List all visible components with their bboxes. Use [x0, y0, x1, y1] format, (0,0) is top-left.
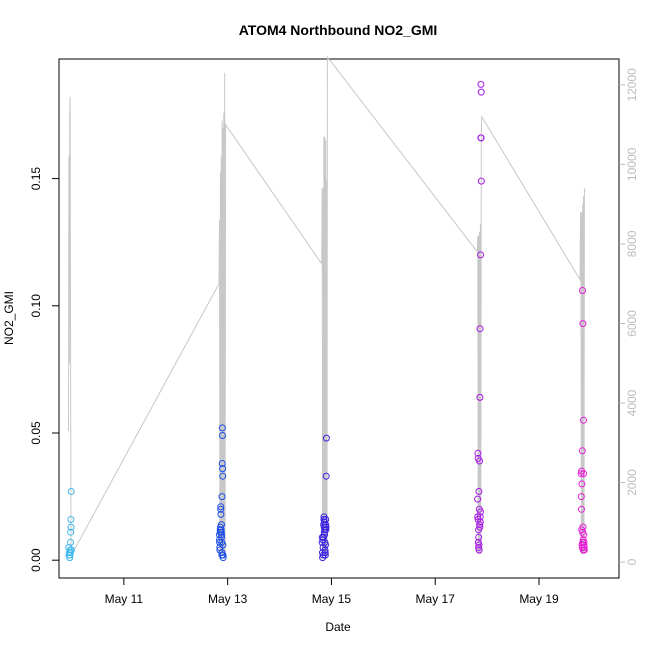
data-point [321, 551, 329, 559]
y-tick-label: 0.00 [29, 548, 43, 572]
data-point [476, 325, 484, 333]
y-tick-label: 0.15 [29, 167, 43, 191]
data-point [579, 287, 586, 294]
x-axis: May 11 May 13 May 15 May 17 May 19 [105, 578, 559, 606]
y2-tick-label: 6000 [625, 310, 639, 337]
y2-tick-label: 10000 [625, 147, 639, 181]
data-point [580, 538, 588, 546]
data-point [475, 546, 483, 554]
data-point [476, 393, 484, 401]
data-point [321, 546, 329, 554]
chart-title: ATOM4 Northbound NO2_GMI [239, 22, 438, 38]
data-point [580, 546, 588, 554]
y2-tick-label: 12000 [625, 68, 639, 102]
data-point [218, 460, 226, 467]
data-point [476, 518, 484, 526]
data-point [321, 549, 329, 557]
data-point [322, 472, 330, 480]
y2-tick-label: 4000 [625, 389, 639, 416]
y2-tick-label: 8000 [625, 230, 639, 257]
data-point [477, 134, 485, 142]
data-point [217, 505, 225, 513]
data-point [477, 508, 484, 516]
y-axis-label: NO2_GMI [2, 291, 16, 345]
data-point [218, 424, 226, 432]
data-point [322, 541, 329, 549]
data-point [67, 528, 75, 536]
data-point [322, 523, 330, 531]
data-point [578, 480, 586, 488]
right-y-axis: 0 2000 4000 6000 8000 10000 12000 [619, 68, 639, 565]
data-point [219, 554, 227, 562]
data-point [580, 470, 588, 478]
data-point [474, 495, 482, 503]
data-point [577, 470, 585, 478]
data-point [579, 320, 587, 328]
data-point [477, 80, 485, 88]
data-point [219, 541, 227, 549]
data-point [67, 523, 75, 531]
data-point [218, 533, 226, 541]
data-point [579, 523, 587, 531]
data-point [475, 533, 483, 541]
y2-tick-label: 2000 [625, 469, 639, 496]
data-point [475, 488, 483, 495]
data-point [322, 521, 330, 529]
data-point [577, 493, 585, 501]
data-point [477, 88, 485, 96]
altitude-line [68, 55, 586, 556]
x-tick-label: May 15 [312, 592, 352, 606]
y-axis: 0.00 0.05 0.10 0.15 [29, 167, 60, 572]
data-point [219, 472, 227, 480]
data-point [219, 432, 226, 439]
x-tick-label: May 19 [519, 592, 559, 606]
data-point [322, 526, 330, 534]
data-point [217, 526, 225, 534]
y-tick-label: 0.10 [29, 294, 43, 318]
data-point [322, 434, 330, 442]
x-tick-label: May 13 [208, 592, 248, 606]
x-tick-label: May 17 [416, 592, 456, 606]
data-point [218, 521, 225, 529]
data-point [580, 544, 588, 551]
data-point [476, 457, 483, 465]
data-point [580, 416, 587, 424]
data-point [217, 503, 225, 511]
data-point [477, 177, 485, 185]
data-point [219, 465, 227, 473]
data-point [580, 541, 588, 549]
data-point [476, 513, 484, 521]
data-point [66, 551, 74, 559]
data-point [578, 505, 585, 513]
data-point [217, 510, 225, 518]
data-point [67, 538, 74, 546]
data-point [477, 251, 485, 259]
x-tick-label: May 11 [105, 592, 144, 606]
data-point [67, 546, 75, 554]
y2-tick-label: 0 [625, 558, 639, 565]
data-point [218, 531, 225, 539]
altitude-layer [68, 55, 586, 556]
data-point [474, 449, 482, 457]
data-point [218, 549, 226, 557]
data-point [321, 531, 329, 539]
data-point [578, 447, 586, 455]
data-point [476, 523, 484, 531]
data-point [218, 493, 226, 501]
data-points [65, 80, 588, 562]
data-point [322, 516, 330, 523]
data-point [66, 554, 74, 562]
x-axis-label: Date [325, 620, 351, 634]
data-point [475, 541, 483, 549]
data-point [580, 531, 588, 539]
data-point [67, 488, 75, 495]
data-point [67, 516, 75, 523]
data-point [217, 528, 225, 536]
plot-frame [58, 58, 620, 579]
y-tick-label: 0.05 [29, 421, 43, 445]
